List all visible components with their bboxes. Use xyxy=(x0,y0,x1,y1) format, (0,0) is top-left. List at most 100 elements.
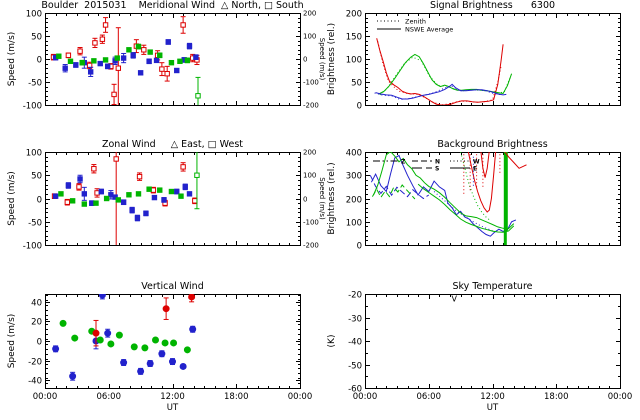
data-point xyxy=(146,186,152,192)
series-vertical-blue xyxy=(52,294,197,381)
legend: Z N W S E xyxy=(373,159,480,173)
data-point xyxy=(162,305,170,313)
data-point xyxy=(136,173,143,180)
data-point xyxy=(178,193,184,199)
panel-title: Zonal Wind △ East, □ West xyxy=(102,139,243,150)
data-point xyxy=(120,359,128,367)
y-axis-label: Speed (m/s) xyxy=(7,314,17,369)
plot-frame xyxy=(365,13,621,106)
data-point xyxy=(87,69,94,75)
series-zenith-green xyxy=(58,152,200,210)
data-point xyxy=(120,55,127,61)
data-point xyxy=(89,200,95,206)
y-axis-label: (K) xyxy=(327,335,337,348)
data-point xyxy=(189,325,197,333)
series-north-blue xyxy=(52,39,199,77)
legend-label: NSWE Average xyxy=(405,26,453,34)
y-tick-label: -50 xyxy=(348,362,362,372)
data-point xyxy=(71,334,79,342)
data-point xyxy=(129,207,135,213)
legend-label: Z xyxy=(401,159,406,166)
data-point xyxy=(102,57,109,63)
axis-ticks xyxy=(365,13,621,106)
data-point xyxy=(77,176,83,182)
line-red-inner xyxy=(480,152,490,178)
data-point xyxy=(180,22,186,28)
data-point xyxy=(161,197,167,203)
data-point xyxy=(73,62,79,68)
data-point xyxy=(115,65,122,71)
plot-frame xyxy=(365,294,621,389)
data-point xyxy=(179,362,187,370)
right-tick-label: -200 xyxy=(303,242,319,250)
y-tick-label: 0 xyxy=(37,56,42,66)
data-point xyxy=(97,60,103,67)
y-tick-label: 300 xyxy=(346,172,362,182)
data-point xyxy=(174,67,180,74)
x-tick-label: 12:00 xyxy=(480,392,505,402)
panel-signal-brightness: Signal Brightness 6300 0 50 100 150 200 Bright… xyxy=(327,0,621,112)
y-tick-label: 100 xyxy=(346,219,362,229)
data-point xyxy=(188,294,196,301)
data-point xyxy=(174,188,180,195)
data-point xyxy=(137,367,145,375)
y-tick-label: 100 xyxy=(26,149,42,159)
series-east-blue xyxy=(52,174,193,222)
legend-label: S xyxy=(435,166,439,173)
data-point xyxy=(52,193,59,199)
axis-ticks xyxy=(45,295,301,389)
data-point xyxy=(151,194,158,201)
data-point xyxy=(135,43,142,50)
panel-meridional-wind: Boulder 2015031 Meridional Wind △ North,… xyxy=(7,0,326,112)
data-point xyxy=(135,191,142,197)
panel-title: Vertical Wind xyxy=(141,281,203,292)
data-point xyxy=(104,63,111,70)
x-axis-label: UT xyxy=(487,403,499,413)
right-tick-label: 200 xyxy=(303,149,316,157)
data-point xyxy=(81,191,88,197)
axis-ticks xyxy=(45,152,301,246)
data-point xyxy=(77,48,83,54)
data-point xyxy=(147,49,153,55)
panel-title: Signal Brightness 6300 xyxy=(430,0,555,11)
data-point xyxy=(165,39,171,45)
line-green-lower xyxy=(417,183,515,233)
data-point xyxy=(113,156,119,162)
data-point xyxy=(69,198,76,204)
y-axis-label: Brightness (rel.) xyxy=(327,23,337,95)
data-point xyxy=(195,93,201,99)
y-tick-label: 0 xyxy=(37,338,42,348)
data-point xyxy=(183,346,191,354)
data-point xyxy=(92,329,100,337)
right-tick-label: -100 xyxy=(303,79,319,87)
y-axis-label: Speed (m/s) xyxy=(7,171,17,226)
data-point xyxy=(168,59,175,66)
series-zenith-green xyxy=(56,43,201,105)
data-point xyxy=(126,47,132,53)
data-point xyxy=(94,190,100,196)
data-point xyxy=(157,187,163,193)
data-point xyxy=(192,198,198,204)
y-tick-label: -100 xyxy=(23,102,42,112)
axis-ticks xyxy=(45,13,301,106)
x-tick-label: 00:00 xyxy=(353,392,378,402)
legend-label: Zenith xyxy=(405,18,426,26)
y-tick-label: 20 xyxy=(31,318,42,328)
data-point xyxy=(169,358,176,366)
legend-label: N xyxy=(435,159,440,166)
data-point xyxy=(92,40,98,46)
y-tick-label: -100 xyxy=(23,242,42,252)
line-green-zenith xyxy=(379,56,512,96)
line-red-v xyxy=(467,152,497,213)
line-blue-dashed xyxy=(369,175,430,200)
data-point xyxy=(108,192,114,198)
right-tick-label: 100 xyxy=(303,172,316,180)
y-tick-label: 50 xyxy=(31,172,42,182)
line-blue-zenith xyxy=(374,85,503,101)
data-point xyxy=(182,184,188,190)
y-tick-label: -50 xyxy=(28,219,42,229)
x-tick-label: 12:00 xyxy=(160,392,185,402)
line-red-average xyxy=(376,38,504,105)
